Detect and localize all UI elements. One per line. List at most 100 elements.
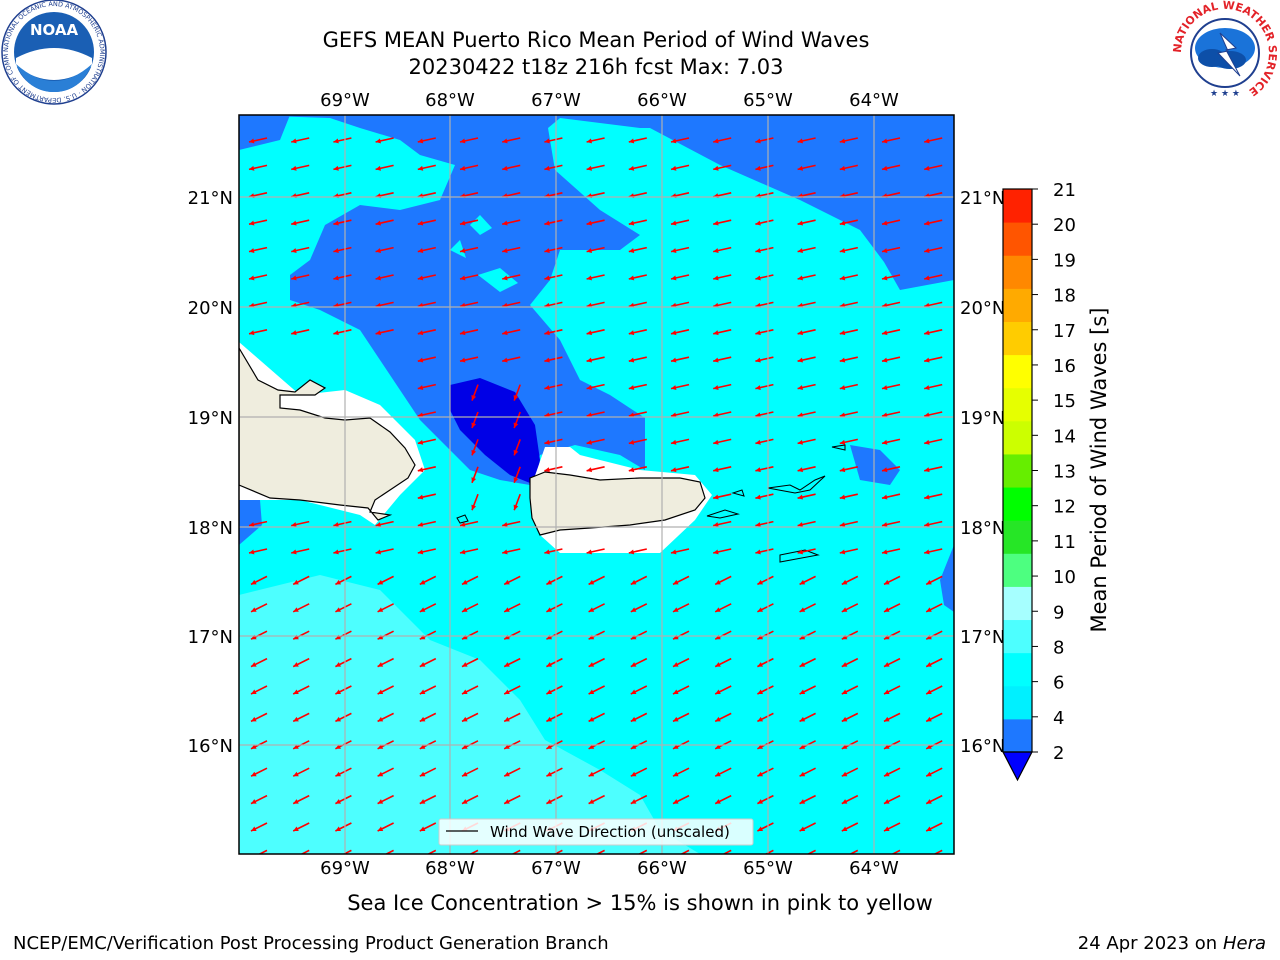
wind-arrow-head [586,275,593,281]
wind-arrow-head [924,138,930,144]
wind-arrow-head [839,165,846,171]
colorbar-band [1003,685,1032,720]
wind-arrow-head [291,165,297,171]
lon-label: 66°W [637,90,687,111]
lon-label: 68°W [425,858,475,879]
colorbar-band [1003,255,1032,289]
wind-arrow-head [335,634,341,640]
wind-arrow-head [926,607,932,612]
wind-arrow-head [673,607,679,612]
wind-arrow-head [419,799,426,804]
blue-region [239,115,954,485]
wind-arrow-head [251,826,257,831]
wind-arrow-head [841,744,848,749]
wind-arrow-head [841,662,848,667]
colorbar-label: Mean Period of Wind Waves [s] [1087,308,1111,633]
wind-arrow-head [588,689,595,694]
wind-arrow-head [377,607,384,612]
wind-arrow-head [251,771,257,777]
wind-arrow [258,849,268,854]
wind-arrow-head [333,165,339,171]
wind-arrow-head [713,439,719,445]
date-text: 24 Apr 2023 on Hera [1078,933,1266,954]
wind-arrow [891,849,901,854]
colorbar-tick-label: 21 [1053,180,1076,201]
mona-island [456,514,469,524]
wind-arrow-head [926,771,932,777]
wind-arrow [680,849,690,854]
wind-arrow-head [504,799,510,804]
wind-arrow-head [757,826,763,831]
colorbar-tick-label: 8 [1053,637,1064,658]
wind-arrow-head [333,248,339,253]
sea-ice-note: Sea Ice Concentration > 15% is shown in … [347,891,933,915]
wind-arrow-head [628,220,635,226]
wind-arrow-head [546,607,552,612]
wind-arrow-head [375,330,382,336]
wind-arrow-head [460,220,466,226]
wind-arrow-head [882,439,888,445]
wind-arrow-head [839,549,846,555]
colorbar-tick-label: 13 [1053,462,1076,483]
wind-arrow-head [926,689,932,694]
blue-region-ne [650,115,954,290]
wind-arrow-head [417,494,424,500]
wind-arrow-head [417,248,424,253]
wind-arrow-head [417,522,424,527]
lon-labels-top: 69°W 68°W 67°W 66°W 65°W 64°W [320,90,899,111]
wind-arrow-head [462,799,468,804]
cyan-pocket-1 [478,268,518,292]
colorbar-tick-label: 19 [1053,250,1076,271]
wind-arrow-head [504,607,510,612]
wind-arrow-head [924,165,930,171]
wind-arrow-head [755,357,761,363]
wind-arrow-head [757,662,763,667]
wind-arrow-head [544,357,550,363]
wind-arrow [469,849,479,854]
wind-arrow-head [588,771,595,777]
colorbar-extension [1002,751,1033,782]
lon-label: 69°W [320,858,370,879]
wind-arrow-head [333,330,339,336]
wind-arrow-head [713,220,719,226]
wind-arrow-head [417,220,424,226]
wind-arrow-head [797,248,804,253]
wind-arrow-head [755,522,761,527]
wind-arrow-head [713,549,719,555]
wind-arrow-head [419,826,426,831]
lat-label: 20°N [960,298,1005,319]
wind-arrow-head [460,248,466,253]
wind-arrow-head [797,330,804,336]
colorbar-tick-label: 12 [1053,497,1076,518]
wind-arrow-head [419,579,426,585]
wind-arrow [637,849,648,854]
wind-arrow-head [713,467,719,473]
wind-arrow-head [251,799,257,804]
colorbar-band [1003,718,1032,753]
wind-arrow-head [924,220,930,226]
wind-arrow-head [586,330,593,336]
colorbar-tick-label: 20 [1053,215,1076,236]
wind-arrow-head [513,504,519,511]
wind-arrow-head [841,826,848,831]
st-croix [779,549,820,563]
wind-arrow-head [755,467,761,473]
wind-arrow [342,849,352,854]
wind-arrow-head [417,165,424,171]
wind-arrow-head [460,357,466,363]
wind-arrow-head [502,248,508,253]
colorbar-band [1003,586,1032,621]
wind-arrow-head [755,412,761,418]
lon-label: 65°W [743,858,793,879]
wind-arrow-head [513,422,519,428]
wind-arrow-head [628,165,635,171]
wind-arrow-head [586,220,593,226]
wind-arrow-head [755,549,761,555]
wind-arrow-head [715,662,721,667]
wind-arrow-head [544,138,550,144]
wind-arrow-head [713,357,719,363]
wind-arrow-head [839,275,846,281]
wind-arrow-head [251,689,257,694]
lon-label: 68°W [425,90,475,111]
chart-subtitle: 20230422 t18z 216h fcst Max: 7.03 [408,55,784,79]
